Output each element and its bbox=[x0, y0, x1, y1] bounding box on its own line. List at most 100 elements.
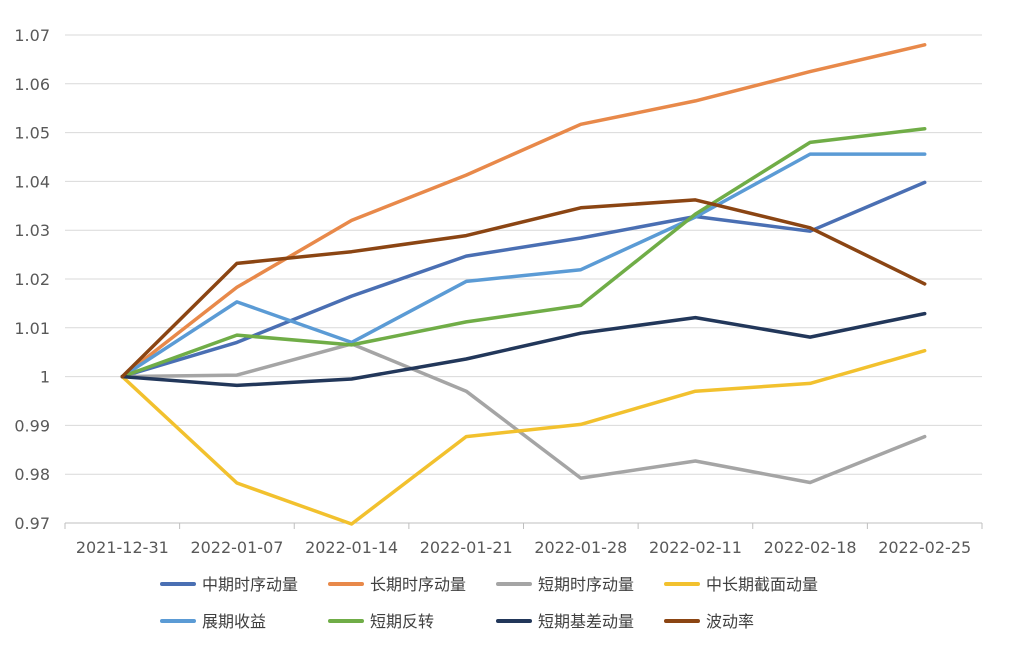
legend-item: 展期收益 bbox=[160, 612, 266, 631]
data-point bbox=[235, 383, 239, 387]
series-line-6 bbox=[120, 311, 927, 388]
data-point bbox=[464, 320, 468, 324]
data-point bbox=[693, 459, 697, 463]
data-point bbox=[579, 236, 583, 240]
y-tick-label: 1.04 bbox=[14, 172, 50, 191]
data-point bbox=[235, 340, 239, 344]
data-point bbox=[808, 381, 812, 385]
legend-item: 中长期截面动量 bbox=[664, 575, 818, 594]
y-tick-label: 1.02 bbox=[14, 270, 50, 289]
y-tick-label: 1.05 bbox=[14, 124, 50, 143]
data-point bbox=[235, 373, 239, 377]
data-point bbox=[120, 375, 124, 379]
legend-label: 中期时序动量 bbox=[202, 575, 298, 594]
y-tick-label: 0.99 bbox=[14, 416, 50, 435]
legend-label: 长期时序动量 bbox=[370, 575, 466, 594]
data-point bbox=[350, 343, 354, 347]
data-point bbox=[464, 234, 468, 238]
legend-item: 中期时序动量 bbox=[160, 575, 298, 594]
data-point bbox=[350, 522, 354, 526]
data-point bbox=[923, 349, 927, 353]
axes: 0.97 0.98 0.99 1 1.01 1.02 1.03 1.04 1.05 1.06 1.0… bbox=[14, 26, 983, 557]
data-point bbox=[923, 127, 927, 131]
legend-label: 短期基差动量 bbox=[538, 612, 634, 631]
data-point bbox=[923, 180, 927, 184]
legend-label: 短期时序动量 bbox=[538, 575, 634, 594]
legend-item: 短期反转 bbox=[328, 612, 434, 631]
data-point bbox=[923, 312, 927, 316]
x-tick-label: 2022-02-25 bbox=[878, 538, 971, 557]
data-point bbox=[464, 435, 468, 439]
data-point bbox=[464, 254, 468, 258]
data-point bbox=[808, 140, 812, 144]
data-point bbox=[923, 152, 927, 156]
data-point bbox=[923, 43, 927, 47]
data-point bbox=[808, 70, 812, 74]
data-point bbox=[464, 357, 468, 361]
x-tick-label: 2022-02-11 bbox=[649, 538, 742, 557]
data-point bbox=[808, 152, 812, 156]
data-point bbox=[693, 316, 697, 320]
data-point bbox=[235, 285, 239, 289]
data-point bbox=[693, 212, 697, 216]
x-tick-label: 2022-01-14 bbox=[305, 538, 398, 557]
x-tick-label: 2022-01-28 bbox=[534, 538, 627, 557]
data-point bbox=[350, 250, 354, 254]
y-tick-label: 1.07 bbox=[14, 26, 50, 45]
data-point bbox=[235, 333, 239, 337]
data-point bbox=[235, 300, 239, 304]
data-point bbox=[464, 279, 468, 283]
data-point bbox=[579, 303, 583, 307]
data-point bbox=[923, 282, 927, 286]
data-point bbox=[350, 218, 354, 222]
legend-item: 波动率 bbox=[664, 612, 754, 631]
gridlines bbox=[65, 34, 982, 524]
legend-label: 短期反转 bbox=[370, 612, 434, 631]
x-tick-label: 2021-12-31 bbox=[76, 538, 169, 557]
series-line-0 bbox=[120, 180, 927, 379]
series-lines bbox=[120, 43, 927, 526]
series-line-3 bbox=[120, 348, 927, 526]
y-tick-label: 0.97 bbox=[14, 514, 50, 533]
data-point bbox=[579, 122, 583, 126]
legend-label: 波动率 bbox=[706, 612, 754, 631]
legend-label: 中长期截面动量 bbox=[706, 575, 818, 594]
data-point bbox=[464, 389, 468, 393]
series-line-4 bbox=[120, 152, 927, 379]
data-point bbox=[693, 198, 697, 202]
legend-label: 展期收益 bbox=[202, 612, 266, 631]
y-tick-label: 1.01 bbox=[14, 319, 50, 338]
legend-item: 短期基差动量 bbox=[496, 612, 634, 631]
data-point bbox=[579, 476, 583, 480]
data-point bbox=[808, 335, 812, 339]
series-line-5 bbox=[120, 126, 927, 379]
data-point bbox=[464, 173, 468, 177]
x-tick-label: 2022-02-18 bbox=[764, 538, 857, 557]
data-point bbox=[693, 389, 697, 393]
legend-item: 短期时序动量 bbox=[496, 575, 634, 594]
data-point bbox=[808, 480, 812, 484]
data-point bbox=[579, 331, 583, 335]
series-line-1 bbox=[120, 43, 927, 379]
x-tick-label: 2022-01-21 bbox=[420, 538, 513, 557]
data-point bbox=[579, 422, 583, 426]
data-point bbox=[693, 99, 697, 103]
data-point bbox=[579, 268, 583, 272]
data-point bbox=[923, 435, 927, 439]
y-tick-label: 0.98 bbox=[14, 465, 50, 484]
x-tick-label: 2022-01-07 bbox=[190, 538, 283, 557]
y-tick-label: 1.03 bbox=[14, 221, 50, 240]
series-line-2 bbox=[120, 342, 927, 485]
data-point bbox=[808, 226, 812, 230]
data-point bbox=[350, 377, 354, 381]
legend-item: 长期时序动量 bbox=[328, 575, 466, 594]
y-tick-label: 1 bbox=[40, 368, 50, 387]
y-tick-label: 1.06 bbox=[14, 75, 50, 94]
data-point bbox=[235, 481, 239, 485]
data-point bbox=[350, 294, 354, 298]
data-point bbox=[579, 206, 583, 210]
